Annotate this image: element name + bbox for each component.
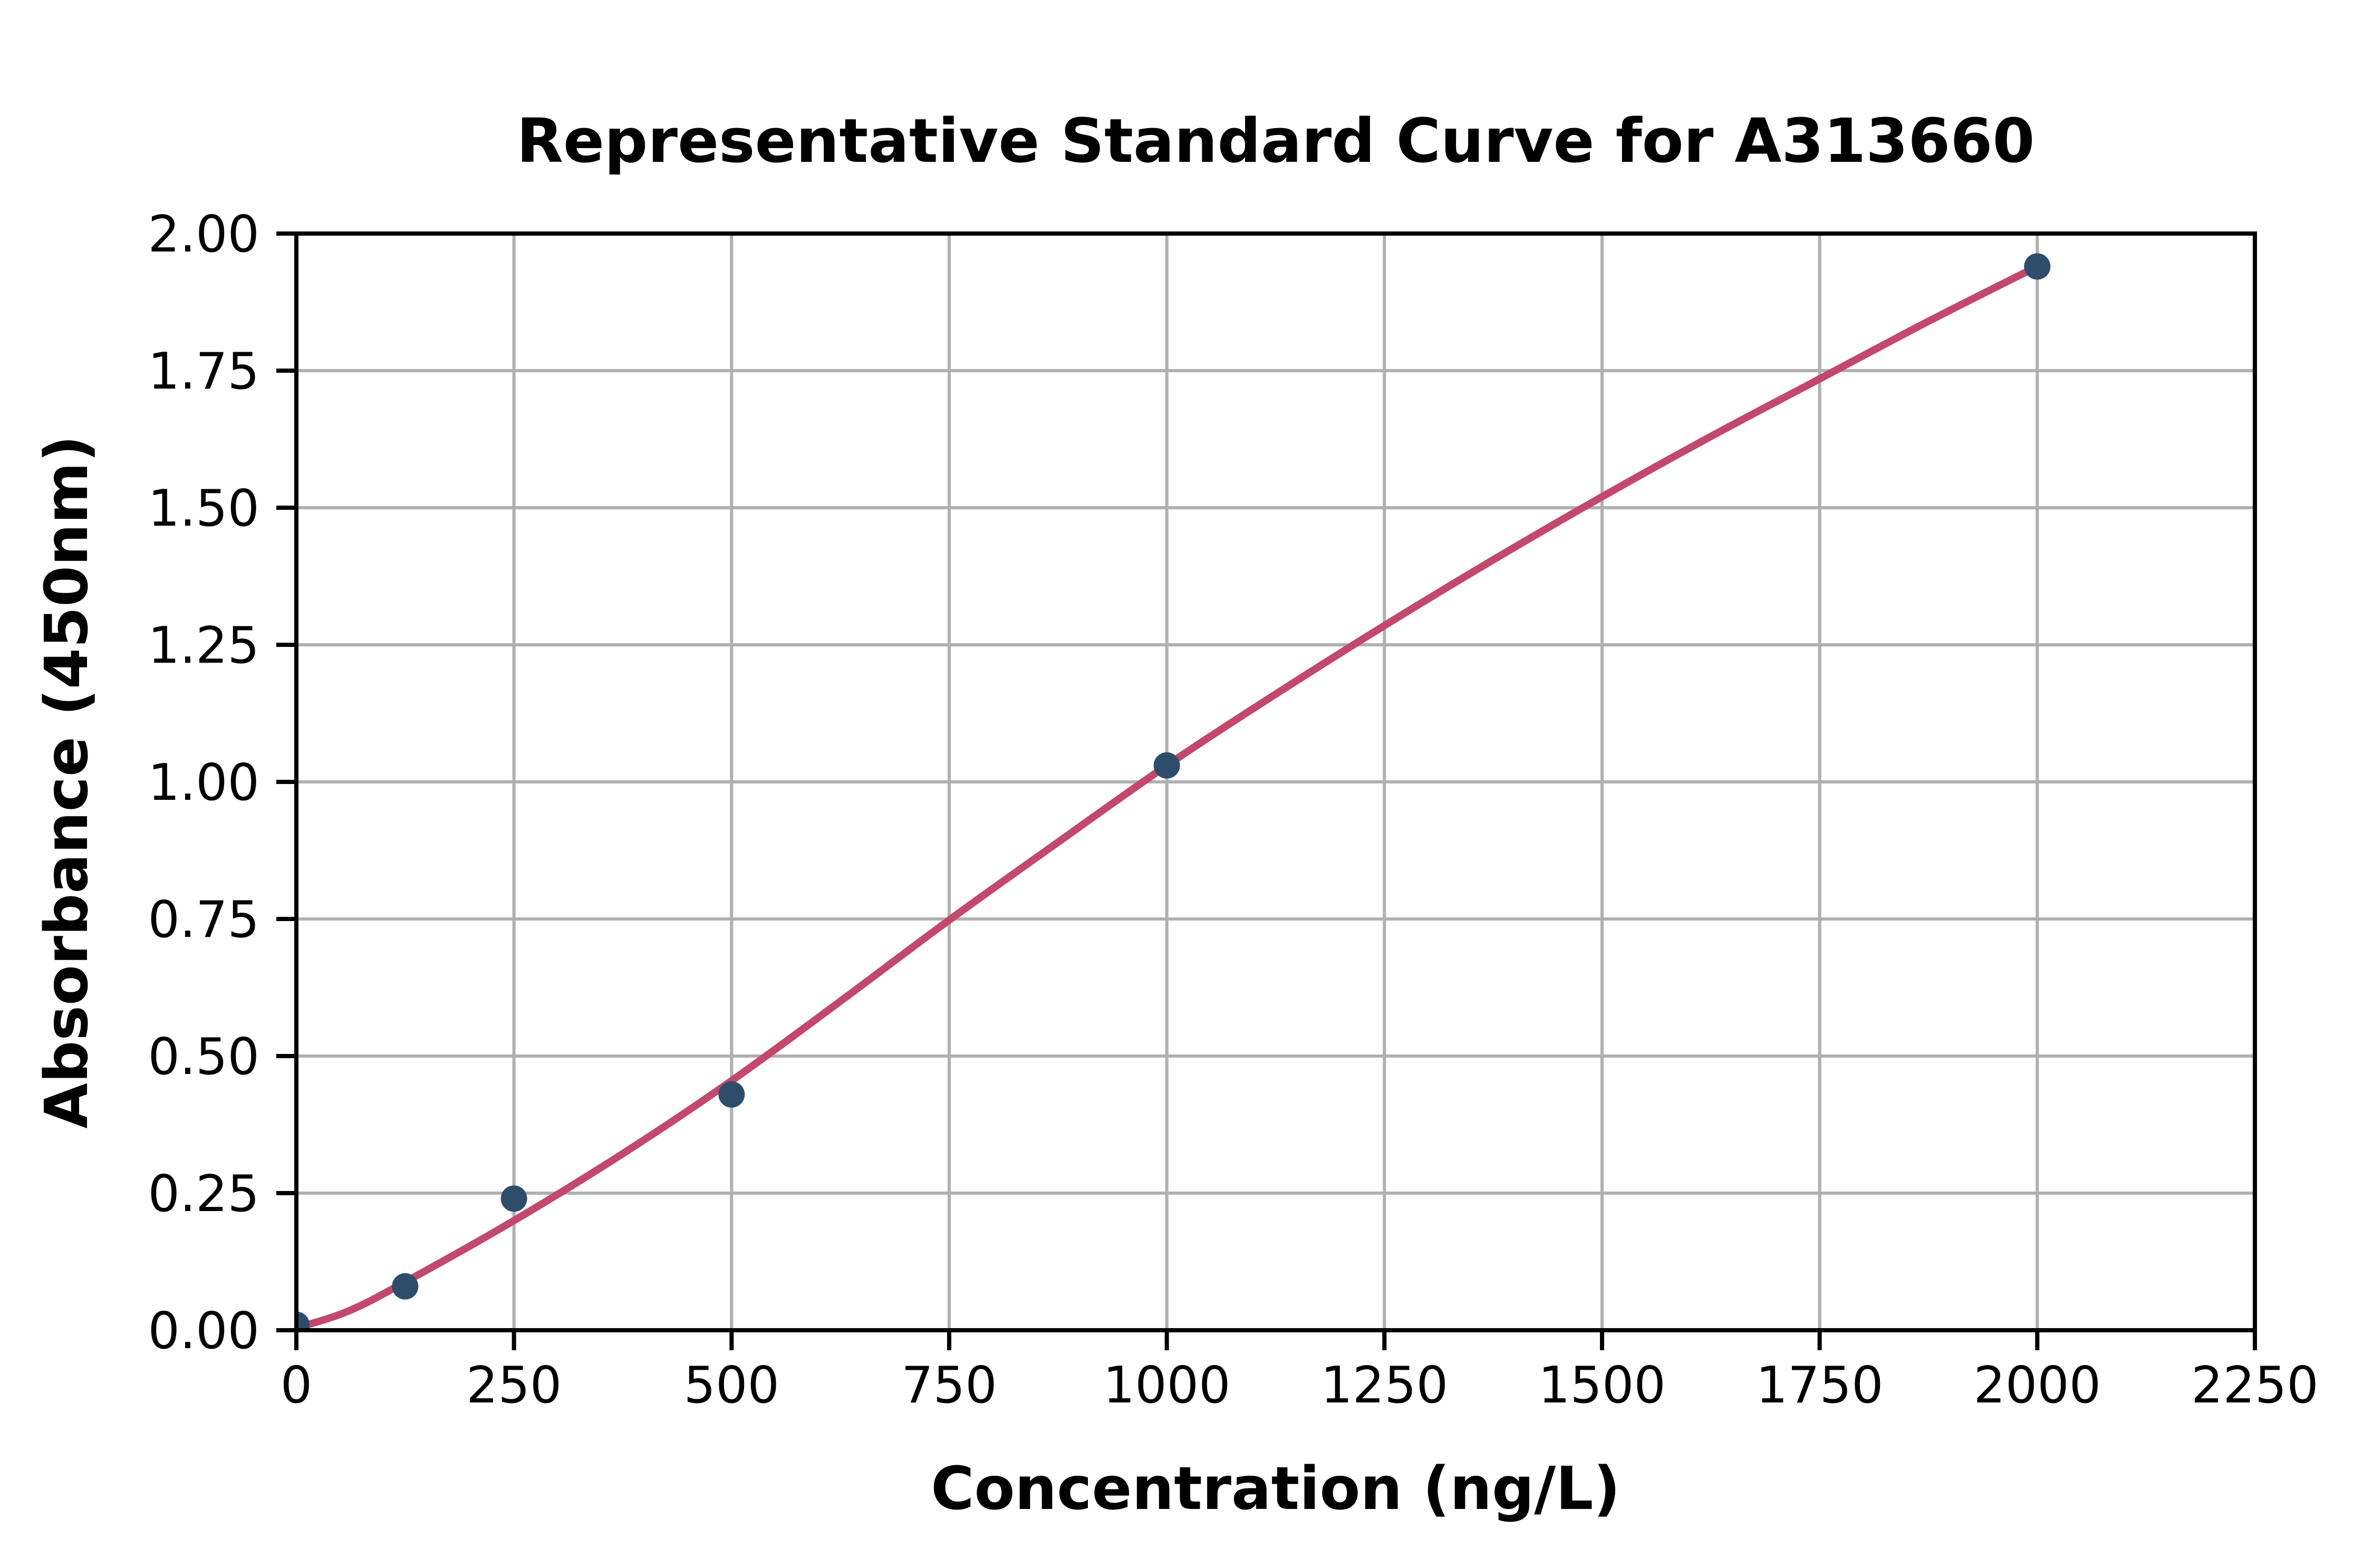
plot-frame: [294, 231, 2257, 1332]
y-tick-label: 0.75: [148, 891, 259, 949]
x-tick-label: 250: [466, 1357, 562, 1415]
x-axis-label: Concentration (ng/L): [931, 1455, 1620, 1523]
axis-ticks: [276, 231, 2257, 1350]
x-tick-label: 1250: [1320, 1357, 1448, 1415]
y-tick-label: 1.75: [148, 343, 259, 401]
x-tick-label: 1500: [1538, 1357, 1666, 1415]
y-axis-label: Absorbance (450nm): [33, 435, 101, 1128]
y-tick-label: 1.25: [148, 617, 259, 675]
x-tick-label: 0: [281, 1357, 312, 1415]
y-tick-label: 1.50: [148, 480, 259, 538]
x-tick-label: 1750: [1756, 1357, 1884, 1415]
tick-labels: 0 250 500 750 1000 1250 1500 1750 2000 2250 0.00 0.…: [148, 206, 2318, 1415]
chart-title: Representative Standard Curve for A31366…: [517, 106, 2035, 177]
data-point: [1153, 752, 1180, 779]
data-point: [2024, 253, 2051, 280]
x-tick-label: 2250: [2191, 1357, 2319, 1415]
y-tick-label: 0.25: [148, 1165, 259, 1223]
y-tick-label: 2.00: [148, 206, 259, 264]
data-point: [500, 1185, 527, 1212]
gridlines: [296, 234, 2256, 1330]
x-tick-label: 750: [901, 1357, 997, 1415]
x-tick-label: 500: [684, 1357, 779, 1415]
x-tick-label: 2000: [1973, 1357, 2101, 1415]
fit-curve: [296, 263, 2041, 1330]
data-point: [296, 1311, 310, 1330]
y-tick-label: 1.00: [148, 754, 259, 812]
x-tick-label: 1000: [1103, 1357, 1231, 1415]
data-point: [718, 1081, 745, 1108]
y-tick-label: 0.00: [148, 1302, 259, 1360]
y-tick-label: 0.50: [148, 1028, 259, 1086]
data-point: [392, 1273, 419, 1300]
data-series: [296, 253, 2051, 1330]
